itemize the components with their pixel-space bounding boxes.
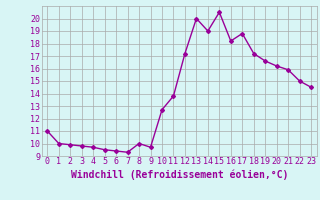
- X-axis label: Windchill (Refroidissement éolien,°C): Windchill (Refroidissement éolien,°C): [70, 169, 288, 180]
